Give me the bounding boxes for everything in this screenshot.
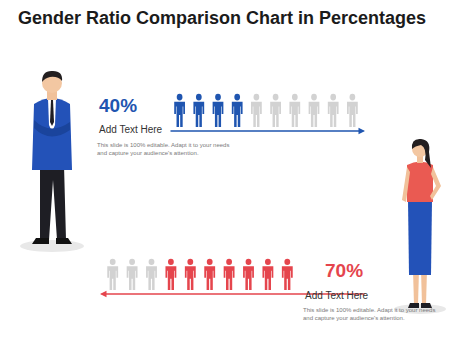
html-text:This slide is 100% editable. A: This slide is 100% editable. Adapt it to… xyxy=(303,307,436,322)
svg-text:Add Text Here: Add Text Here xyxy=(305,290,369,301)
html-text:This slide is 100% editable. A: This slide is 100% editable. Adapt it to… xyxy=(97,142,230,157)
svg-text:70%: 70% xyxy=(325,260,363,281)
svg-text:Gender Ratio Comparison Chart: Gender Ratio Comparison Chart in Percent… xyxy=(18,8,426,28)
svg-text:40%: 40% xyxy=(99,95,137,116)
svg-text:Add Text Here: Add Text Here xyxy=(99,124,163,135)
